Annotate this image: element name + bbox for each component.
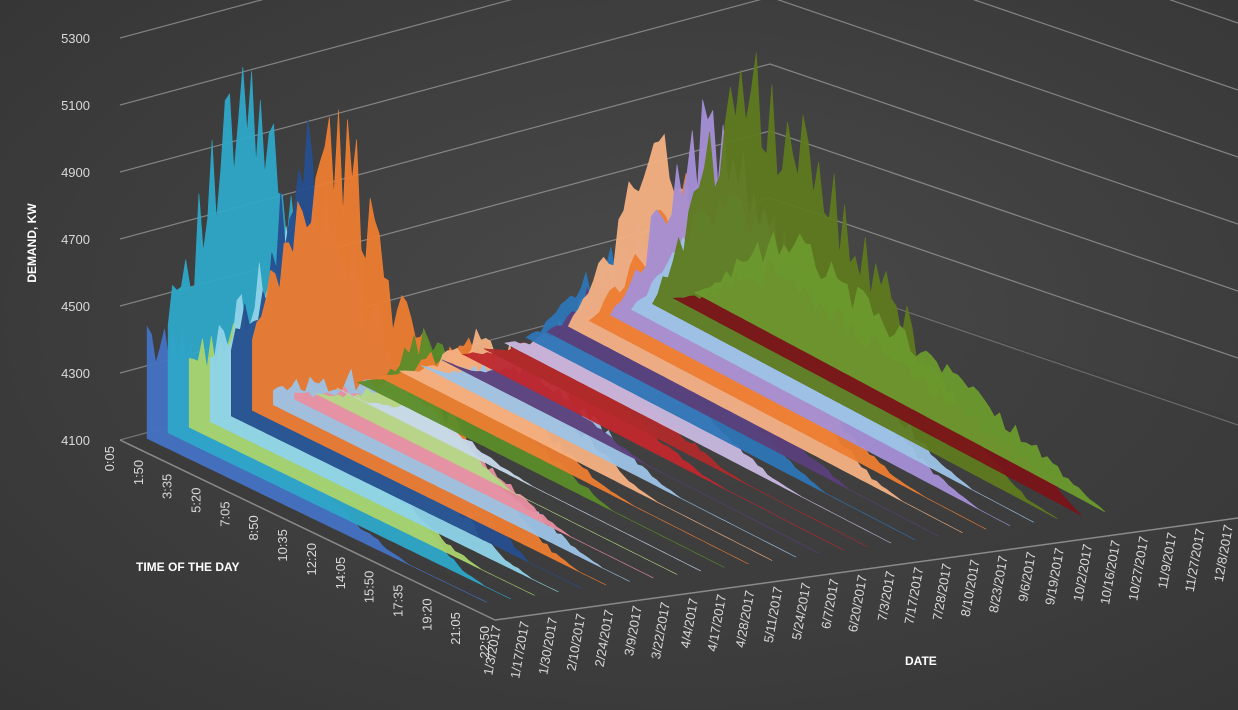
z-tick-labels: 4100 4300 4500 4700 4900 5100 5300: [61, 31, 90, 448]
z-tick-label: 4500: [61, 299, 90, 314]
series-area-2: [167, 66, 511, 600]
date-tick-label: 2/10/2017: [564, 612, 589, 672]
date-tick-label: 4/4/2017: [677, 597, 701, 649]
time-tick-label: 17:35: [390, 584, 405, 617]
date-axis-line: [494, 517, 1238, 621]
gridline: [119, 0, 1238, 106]
date-tick-label: 9/6/2017: [1015, 550, 1039, 602]
date-tick-label: 4/17/2017: [704, 593, 729, 653]
date-tick-label: 12/8/2017: [1211, 523, 1236, 583]
z-tick-label: 4100: [61, 433, 90, 448]
date-tick-label: 10/16/2017: [1097, 539, 1123, 606]
date-tick-label: 3/9/2017: [621, 605, 645, 657]
series-layer: [146, 52, 1106, 603]
date-tick-label: 7/28/2017: [930, 562, 955, 622]
date-tick-label: 11/27/2017: [1182, 527, 1208, 593]
series-area-27: [693, 231, 1106, 513]
date-tick-label: 2/24/2017: [592, 608, 617, 668]
series-area-6: [252, 109, 607, 586]
date-tick-label: 5/11/2017: [761, 585, 786, 644]
time-tick-label: 15:50: [362, 571, 377, 604]
date-tick-label: 5/24/2017: [789, 581, 814, 641]
z-tick-label: 5300: [61, 31, 90, 46]
time-tick-label: 0:05: [102, 446, 117, 471]
z-tick-label: 4700: [61, 232, 90, 247]
time-tick-label: 21:05: [448, 612, 463, 645]
date-tick-label: 10/27/2017: [1125, 535, 1151, 602]
date-tick-label: 8/10/2017: [958, 558, 983, 618]
date-tick-label: 1/17/2017: [507, 620, 532, 680]
date-tick-label: 4/28/2017: [732, 589, 757, 649]
z-axis-title: DEMAND, KW: [25, 203, 39, 283]
time-tick-label: 8:50: [246, 515, 261, 540]
time-tick-labels: 0:05 1:50 3:35 5:20 7:05 8:50 10:35 12:20 14:05 1…: [102, 446, 492, 659]
z-tick-label: 4300: [61, 366, 90, 381]
time-tick-label: 5:20: [189, 488, 204, 513]
date-tick-label: 7/3/2017: [874, 570, 898, 622]
gridline: [119, 0, 1238, 173]
date-tick-label: 6/7/2017: [818, 578, 842, 630]
date-tick-label: 6/20/2017: [845, 574, 870, 634]
date-axis-title: DATE: [905, 654, 937, 668]
z-tick-label: 4900: [61, 165, 90, 180]
series-area-10: [336, 387, 702, 572]
time-tick-label: 10:35: [275, 529, 290, 562]
time-tick-label: 19:20: [419, 598, 434, 631]
series-area-25: [652, 52, 1058, 519]
date-tick-label: 3/22/2017: [648, 601, 673, 661]
time-tick-label: 1:50: [131, 460, 146, 485]
date-tick-label: 9/19/2017: [1042, 547, 1067, 607]
date-tick-label: 11/9/2017: [1155, 531, 1180, 590]
time-tick-label: 22:50: [477, 626, 492, 659]
time-tick-label: 14:05: [333, 557, 348, 590]
date-tick-label: 1/30/2017: [535, 616, 560, 676]
time-tick-label: 12:20: [304, 543, 319, 576]
z-tick-label: 5100: [61, 98, 90, 113]
time-tick-label: 3:35: [160, 474, 175, 499]
time-axis-title: TIME OF THE DAY: [136, 560, 240, 574]
date-tick-label: 8/23/2017: [986, 554, 1011, 614]
time-axis-line: [119, 439, 496, 621]
date-tick-label: 7/17/2017: [901, 566, 926, 626]
date-tick-label: 10/2/2017: [1070, 543, 1095, 603]
time-tick-label: 7:05: [217, 501, 232, 526]
